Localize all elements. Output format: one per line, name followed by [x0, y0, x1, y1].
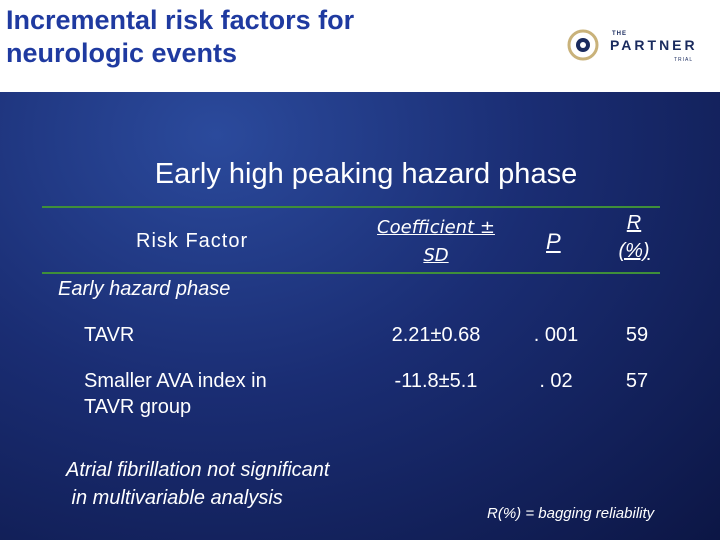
- header-r-line: (%): [618, 240, 650, 262]
- table-header-rule: [42, 272, 660, 274]
- header-p: P: [546, 229, 561, 254]
- slide-subtitle: Early high peaking hazard phase: [154, 158, 578, 190]
- header-coefficient-line: Coefficient ±: [377, 217, 495, 238]
- header-r-line: R: [626, 212, 642, 234]
- header-band: Incremental risk factors for neurologic …: [0, 0, 720, 92]
- row-1-r: 59: [625, 324, 649, 346]
- logo-suffix: TRIAL: [674, 57, 694, 63]
- logo-name: PARTNER: [610, 37, 698, 53]
- row-2-p: . 02: [539, 370, 573, 392]
- footnote: R(%) = bagging reliability: [487, 505, 655, 522]
- slide-title: Incremental risk factors for neurologic …: [6, 4, 526, 70]
- risk-factor-line: TAVR group: [84, 396, 192, 418]
- risk-factor-line: Smaller AVA index in: [84, 370, 267, 392]
- header-r: R (%): [604, 209, 664, 265]
- header-risk-factor: Risk Factor: [136, 230, 249, 252]
- table-top-rule: [42, 206, 660, 208]
- note-line: Atrial fibrillation not significant: [66, 459, 330, 481]
- title-line: neurologic events: [6, 38, 238, 68]
- row-1-p: . 001: [533, 324, 579, 346]
- partner-logo-icon: [567, 29, 599, 61]
- row-1-risk-factor: TAVR: [84, 322, 354, 348]
- partner-trial-logo: THE PARTNER TRIAL: [566, 24, 706, 68]
- title-line: Incremental risk factors for: [6, 5, 355, 35]
- row-2-coefficient: -11.8±5.1: [394, 370, 478, 392]
- row-2-risk-factor: Smaller AVA index in TAVR group: [84, 368, 354, 420]
- section-label: Early hazard phase: [58, 278, 231, 300]
- header-coefficient: Coefficient ± SD: [366, 214, 506, 270]
- row-1-coefficient: 2.21±0.68: [391, 324, 481, 346]
- af-note: Atrial fibrillation not significant in m…: [66, 456, 426, 512]
- row-2-r: 57: [625, 370, 649, 392]
- note-line: in multivariable analysis: [66, 487, 283, 509]
- risk-factor-line: TAVR: [84, 324, 135, 346]
- logo-prefix: THE: [612, 31, 627, 37]
- header-coefficient-line: SD: [423, 245, 449, 266]
